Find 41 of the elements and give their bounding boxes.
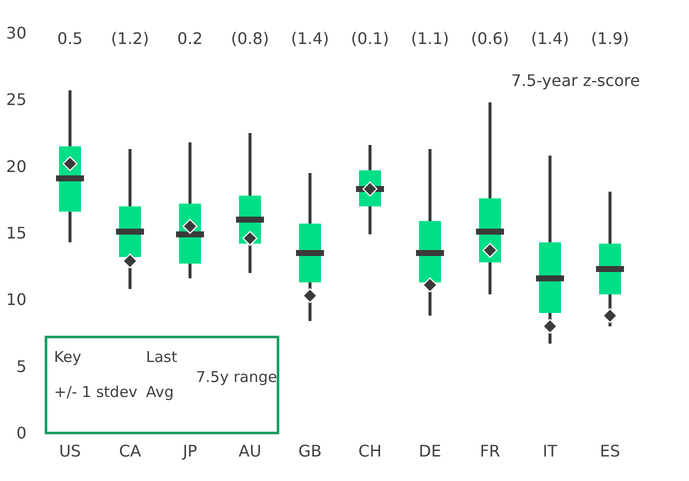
x-tick-label: AU [238,442,262,460]
y-tick-label: 30 [6,24,26,42]
x-tick-label: ES [600,442,620,460]
x-tick-label: FR [480,442,500,460]
x-tick-label: CH [358,442,382,460]
annotation: Last [146,348,178,366]
point [302,288,318,304]
point [542,318,558,334]
point [602,308,618,324]
point [482,242,498,258]
annotation: (1.4) [291,29,329,48]
point [242,230,258,246]
annotation: (0.8) [231,29,269,48]
y-tick-label: 25 [6,90,26,110]
y-tick-label: 15 [6,224,26,242]
annotation: (1.9) [591,29,629,48]
y-tick-label: 20 [6,156,26,176]
annotation: 7.5y range [196,368,278,386]
point [422,278,438,292]
annotation: (0.6) [471,29,509,48]
y-tick-label: 0 [16,424,26,442]
annotation: Key [54,348,82,366]
x-tick-label: CA [118,442,142,460]
x-tick-label: US [59,442,81,460]
point [62,156,78,172]
annotation: (1.4) [531,29,569,48]
x-tick-label: JP [182,442,198,460]
annotation: +/- 1 stdev [54,383,138,401]
y-tick-label: 10 [6,290,26,310]
annotation: (0.1) [351,29,389,48]
point [122,254,138,268]
x-tick-label: GB [298,442,322,460]
x-tick-label: IT [542,442,558,460]
annotation: 0.2 [177,29,203,48]
annotation: 7.5-year z-score [511,71,640,90]
annotation: (1.2) [111,29,149,48]
annotation: 0.5 [57,29,83,48]
annotation: (1.1) [411,29,449,48]
y-tick-label: 5 [16,356,26,376]
annotation: Avg [146,383,174,401]
x-tick-label: DE [418,442,442,460]
